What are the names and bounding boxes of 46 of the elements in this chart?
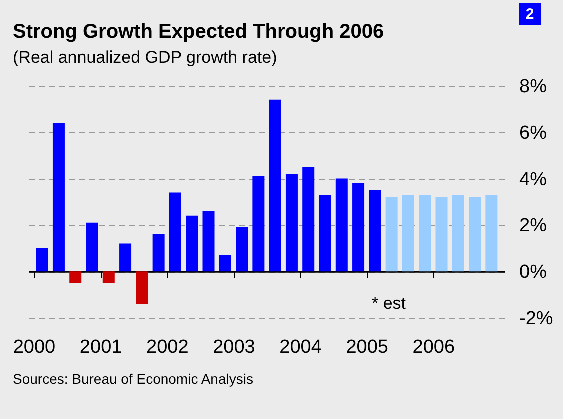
bar — [286, 174, 298, 272]
bar — [386, 197, 398, 272]
text: 2 — [526, 6, 534, 23]
bar — [469, 197, 482, 272]
y-tick-label: 0% — [520, 262, 548, 284]
bar — [202, 211, 215, 272]
bar — [252, 176, 265, 272]
bar — [452, 195, 464, 272]
chart-subtitle: (Real annualized GDP growth rate) — [13, 48, 278, 67]
bar — [486, 195, 498, 272]
x-tick-label: 2003 — [213, 337, 256, 358]
bar — [186, 216, 198, 272]
y-tick-label: 8% — [520, 76, 548, 98]
y-tick-label: -2% — [520, 308, 554, 330]
bar — [269, 100, 282, 272]
bar — [102, 272, 115, 284]
y-tick-label: 6% — [520, 122, 548, 144]
y-tick-label: 4% — [520, 169, 548, 190]
bar — [402, 195, 414, 272]
bar — [419, 195, 432, 272]
chart-title: Strong Growth Expected Through 2006 — [13, 21, 384, 43]
bar — [436, 197, 448, 272]
bar — [70, 272, 82, 284]
x-tick-label: 2001 — [80, 337, 122, 358]
bar — [52, 123, 65, 272]
bar — [236, 228, 248, 272]
x-tick-label: 2004 — [280, 337, 322, 358]
bar — [86, 222, 98, 272]
bar — [136, 272, 148, 304]
x-tick-label: 2005 — [346, 337, 388, 358]
bar — [169, 192, 182, 272]
x-tick-label: 2006 — [412, 337, 456, 358]
y-tick-label: 2% — [520, 216, 548, 237]
bar — [219, 255, 232, 272]
bar — [36, 248, 48, 272]
bar — [352, 183, 365, 272]
annotation: * est — [372, 294, 406, 313]
bar — [369, 190, 382, 272]
x-tick-label: 2000 — [13, 337, 56, 358]
bar — [152, 234, 165, 272]
bar — [302, 167, 315, 272]
source-note: Sources: Bureau of Economic Analysis — [13, 371, 254, 387]
bar — [319, 195, 332, 272]
x-tick-label: 2002 — [146, 337, 189, 358]
bar — [336, 178, 348, 272]
bar — [120, 244, 132, 272]
